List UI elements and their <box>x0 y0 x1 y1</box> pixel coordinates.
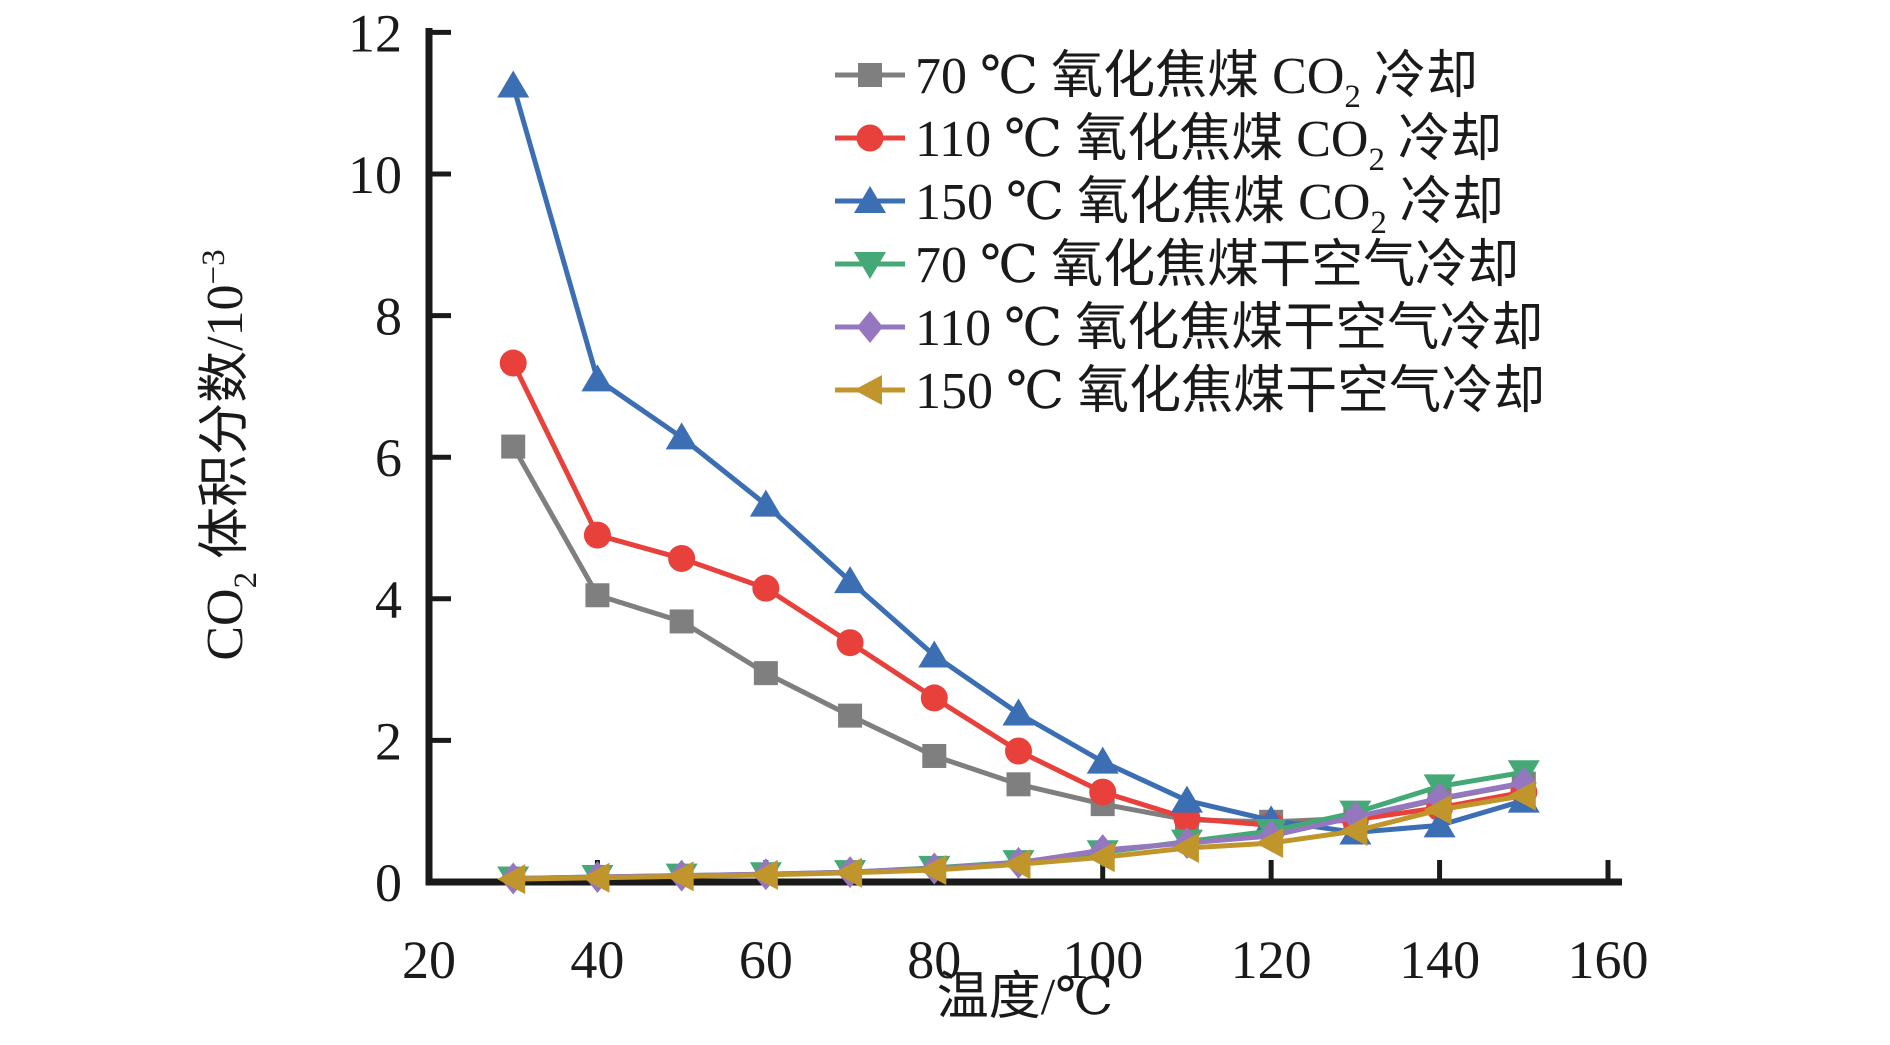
triangle-left-marker <box>1170 833 1199 864</box>
circle-marker <box>1089 778 1117 806</box>
triangle-left-marker <box>1255 828 1284 859</box>
triangle-up-marker <box>1086 746 1119 774</box>
triangle-up-marker <box>1170 785 1203 813</box>
y-tick-label: 6 <box>375 428 402 488</box>
y-tick-label: 10 <box>348 145 402 205</box>
x-axis-label: 温度/℃ <box>937 969 1114 1026</box>
circle-marker <box>752 574 780 602</box>
legend-item-4: 110 ℃ 氧化焦煤干空气冷却 <box>835 300 1543 357</box>
tick-labels: 20 40 60 80 100 120 140 160 0 2 4 6 8 10 12 <box>348 3 1649 990</box>
triangle-up-marker <box>665 422 698 450</box>
series-1-circle <box>499 349 1538 839</box>
circle-marker <box>920 684 948 712</box>
legend-label: 70 ℃ 氧化焦煤 CO2 冷却 <box>915 48 1478 115</box>
triangle-up-marker <box>1002 698 1035 726</box>
triangle-left-marker <box>1423 794 1452 825</box>
legend-item-2: 150 ℃ 氧化焦煤 CO2 冷却 <box>835 174 1504 241</box>
x-tick-label: 20 <box>402 930 456 990</box>
triangle-up-marker <box>1423 810 1456 838</box>
legend-label: 150 ℃ 氧化焦煤 CO2 冷却 <box>915 174 1504 241</box>
axes <box>425 28 1622 886</box>
triangle-up-marker <box>854 186 886 213</box>
triangle-up-marker <box>497 70 530 98</box>
legend-label: 110 ℃ 氧化焦煤 CO2 冷却 <box>915 111 1502 178</box>
triangle-down-marker <box>854 252 886 279</box>
x-tick-label: 100 <box>1062 930 1143 990</box>
diamond-marker <box>857 311 883 343</box>
y-tick-label: 8 <box>375 287 402 347</box>
y-tick-label: 4 <box>375 570 402 630</box>
y-tick-label: 12 <box>348 3 402 63</box>
square-marker <box>669 609 694 634</box>
triangle-left-marker <box>665 861 694 892</box>
circle-marker <box>836 629 864 657</box>
legend-label: 150 ℃ 氧化焦煤干空气冷却 <box>915 363 1545 420</box>
square-marker <box>501 434 526 459</box>
triangle-left-marker <box>1507 780 1536 811</box>
triangle-left-marker <box>1339 816 1368 847</box>
triangle-left-marker <box>497 864 526 895</box>
series-0-square <box>501 434 1536 834</box>
axis-spines <box>425 28 1622 886</box>
x-tick-label: 40 <box>570 930 624 990</box>
triangle-up-marker <box>834 566 867 594</box>
square-marker <box>858 63 882 87</box>
triangle-left-marker <box>581 862 610 893</box>
y-axis-label: CO2 体积分数/10−3 <box>196 249 264 660</box>
y-tick-label: 2 <box>375 711 402 771</box>
y-tick-label: 0 <box>375 853 402 913</box>
x-tick-label: 60 <box>739 930 793 990</box>
square-marker <box>1006 772 1031 797</box>
legend-item-0: 70 ℃ 氧化焦煤 CO2 冷却 <box>835 48 1478 115</box>
circle-marker <box>856 124 884 152</box>
triangle-left-marker <box>918 854 947 885</box>
x-tick-label: 120 <box>1231 930 1312 990</box>
triangle-left-marker <box>854 375 882 405</box>
square-marker <box>585 583 610 608</box>
x-tick-label: 80 <box>907 930 961 990</box>
circle-marker <box>1005 737 1032 765</box>
series-line <box>511 445 1525 825</box>
legend-label: 110 ℃ 氧化焦煤干空气冷却 <box>915 300 1543 357</box>
square-marker <box>753 661 778 686</box>
legend-item-1: 110 ℃ 氧化焦煤 CO2 冷却 <box>835 111 1502 178</box>
triangle-left-marker <box>1086 842 1115 873</box>
triangle-up-marker <box>749 489 782 517</box>
triangle-left-marker <box>1002 849 1031 880</box>
circle-marker <box>499 349 527 377</box>
series-5-triangle-left <box>497 780 1536 895</box>
x-tick-label: 140 <box>1399 930 1480 990</box>
triangle-up-marker <box>918 640 951 668</box>
triangle-up-marker <box>581 364 614 392</box>
triangle-left-marker <box>749 859 778 890</box>
legend-item-3: 70 ℃ 氧化焦煤干空气冷却 <box>835 237 1519 294</box>
circle-marker <box>583 521 611 549</box>
triangle-left-marker <box>834 857 863 888</box>
legend-item-5: 150 ℃ 氧化焦煤干空气冷却 <box>835 363 1545 420</box>
square-marker <box>922 743 947 768</box>
x-tick-label: 160 <box>1568 930 1649 990</box>
square-marker <box>838 703 863 728</box>
legend-label: 70 ℃ 氧化焦煤干空气冷却 <box>915 237 1519 294</box>
circle-marker <box>668 544 696 572</box>
